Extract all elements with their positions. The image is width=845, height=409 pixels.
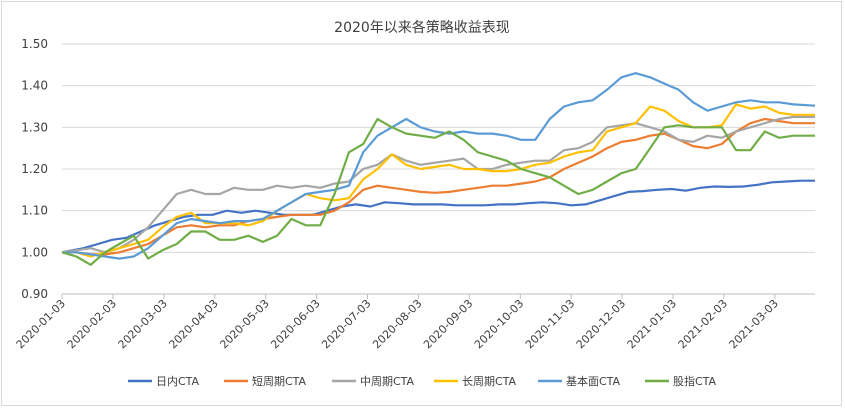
y-tick-label: 1.30 bbox=[21, 120, 48, 134]
legend-label: 基本面CTA bbox=[566, 374, 621, 388]
chart-title: 2020年以来各策略收益表现 bbox=[334, 19, 510, 36]
x-tick-label: 2020-01-03 bbox=[14, 297, 68, 351]
x-axis: 2020-01-032020-02-032020-03-032020-04-03… bbox=[14, 293, 815, 351]
x-tick-label: 2020-10-03 bbox=[472, 297, 526, 351]
series-line-5 bbox=[62, 72, 816, 260]
y-tick-label: 1.10 bbox=[21, 204, 48, 218]
y-tick-label: 1.40 bbox=[21, 79, 48, 93]
series-line-6 bbox=[61, 117, 815, 266]
series-line-1 bbox=[61, 179, 815, 254]
series-line-4 bbox=[62, 103, 815, 258]
legend-label: 短周期CTA bbox=[252, 374, 307, 388]
legend-label: 日内CTA bbox=[156, 374, 200, 388]
x-tick-label: 2021-03-03 bbox=[727, 297, 781, 351]
x-tick-label: 2020-12-03 bbox=[574, 297, 628, 351]
series-lines bbox=[61, 72, 816, 266]
x-tick-label: 2020-05-03 bbox=[217, 297, 271, 351]
x-tick-label: 2020-07-03 bbox=[319, 297, 373, 351]
x-tick-label: 2020-08-03 bbox=[370, 297, 424, 351]
y-axis: 1.50 1.40 1.30 1.20 1.10 1.00 0.90 bbox=[21, 37, 48, 301]
x-tick-label: 2020-11-03 bbox=[523, 297, 577, 351]
gridlines bbox=[62, 43, 815, 295]
x-tick-label: 2020-04-03 bbox=[166, 297, 220, 351]
x-tick-label: 2021-02-03 bbox=[676, 297, 730, 351]
y-tick-label: 1.00 bbox=[21, 245, 48, 259]
x-tick-label: 2020-02-03 bbox=[65, 297, 119, 351]
series-line-3 bbox=[61, 115, 815, 254]
y-tick-label: 1.20 bbox=[21, 162, 48, 176]
legend-label: 长周期CTA bbox=[462, 375, 517, 388]
legend: 日内CTA 短周期CTA 中周期CTA 长周期CTA 基本面CTA 股指CTA bbox=[128, 374, 717, 388]
series-line-2 bbox=[62, 117, 815, 256]
x-tick-label: 2021-01-03 bbox=[625, 297, 679, 351]
x-tick-label: 2020-06-03 bbox=[268, 297, 322, 351]
legend-label: 股指CTA bbox=[673, 374, 717, 388]
legend-label: 中周期CTA bbox=[360, 375, 415, 388]
y-tick-label: 1.50 bbox=[21, 37, 48, 51]
x-tick-label: 2020-03-03 bbox=[116, 297, 170, 351]
y-tick-label: 0.90 bbox=[21, 287, 48, 301]
x-tick-label: 2020-09-03 bbox=[421, 297, 475, 351]
